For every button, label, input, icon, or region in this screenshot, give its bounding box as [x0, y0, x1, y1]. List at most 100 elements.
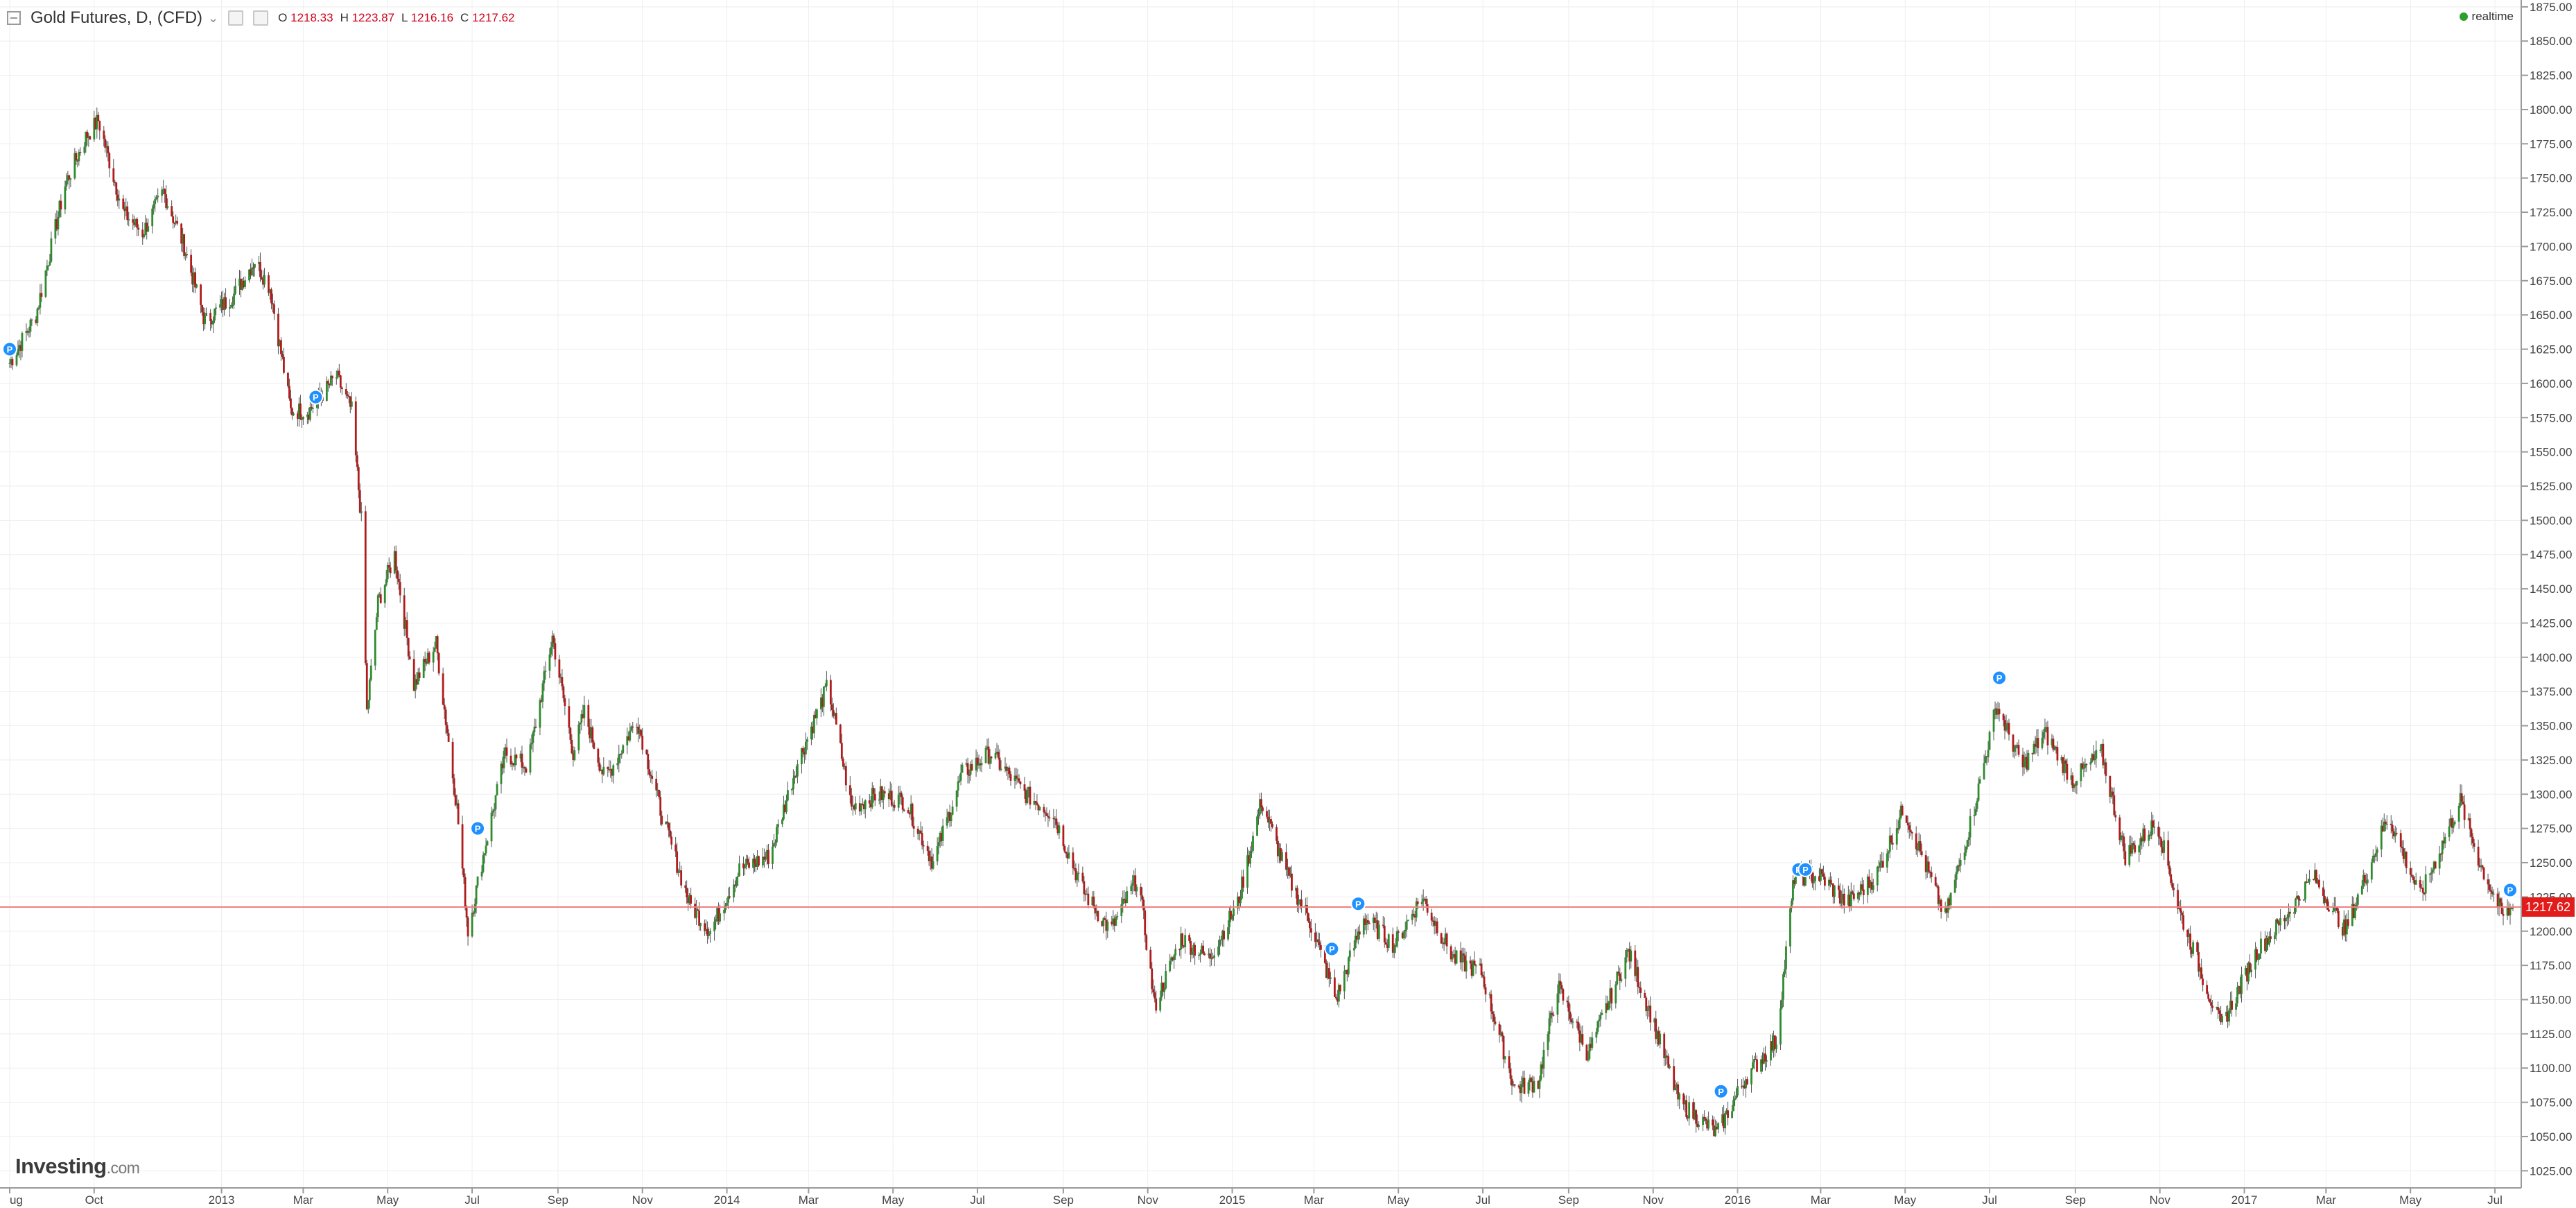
candle-down: [340, 387, 343, 390]
candle-down: [104, 139, 107, 148]
candle-down: [108, 153, 111, 169]
candle-up: [184, 254, 187, 257]
candle-down: [1440, 933, 1443, 944]
candle-up: [2304, 881, 2306, 899]
candle-down: [641, 735, 644, 750]
candle-down: [1852, 893, 1855, 899]
candle-up: [2089, 762, 2092, 765]
candle-down: [1277, 840, 1279, 856]
chevron-down-icon[interactable]: ⌄: [208, 10, 219, 25]
candle-down: [2118, 817, 2121, 840]
candle-up: [1269, 819, 1271, 823]
candle-down: [442, 673, 444, 705]
candle-down: [742, 863, 745, 869]
candle-down: [2318, 879, 2320, 888]
candle-down: [1585, 1044, 1588, 1061]
candle-down: [919, 830, 922, 833]
candle-up: [18, 345, 21, 350]
candle-down: [1123, 898, 1126, 900]
close-series-icon[interactable]: [253, 10, 269, 26]
candle-down: [1267, 816, 1269, 823]
candle-up: [254, 264, 256, 268]
candle-down: [1425, 899, 1427, 904]
candle-up: [25, 331, 28, 334]
candle-down: [55, 219, 58, 230]
settings-icon[interactable]: [228, 10, 244, 26]
candle-up: [995, 752, 998, 754]
candle-up: [1947, 898, 1949, 913]
candle-up: [1698, 1125, 1700, 1127]
y-tick-label: 1800.00: [2530, 103, 2572, 117]
candle-down: [1188, 935, 1191, 941]
candle-down: [446, 725, 449, 734]
candle-down: [1271, 823, 1273, 827]
candle-up: [1133, 875, 1135, 883]
candle-down: [1667, 1056, 1670, 1068]
candle-down: [601, 769, 604, 775]
candle-up: [1372, 917, 1375, 924]
candle-up: [1591, 1037, 1594, 1048]
candle-down: [1861, 884, 1863, 890]
candle-down: [2198, 951, 2200, 972]
candle-up: [733, 884, 735, 898]
candle-down: [2395, 832, 2398, 834]
candle-down: [1484, 987, 1487, 994]
candle-up: [1752, 1062, 1754, 1069]
candle-up: [1184, 935, 1187, 947]
candle-up: [2042, 732, 2045, 738]
candle-down: [172, 216, 175, 223]
candle-down: [40, 293, 43, 297]
candle-up: [532, 732, 534, 743]
candle-up: [2045, 727, 2048, 728]
candle-up: [889, 791, 891, 800]
candle-down: [607, 766, 609, 770]
candle-down: [461, 824, 464, 869]
candle-down: [1713, 1125, 1716, 1137]
candle-down: [115, 182, 118, 195]
candle-down: [1412, 913, 1415, 916]
y-tick-label: 1050.00: [2530, 1130, 2572, 1144]
candle-down: [2277, 919, 2279, 922]
candle-down: [2299, 899, 2301, 901]
collapse-icon[interactable]: [7, 11, 21, 25]
candle-down: [1567, 1002, 1570, 1012]
candle-up: [1616, 972, 1619, 985]
candle-up: [367, 700, 369, 709]
candle-up: [1395, 931, 1398, 947]
candle-up: [980, 763, 983, 766]
candle-down: [2341, 926, 2344, 936]
candle-down: [525, 768, 528, 773]
candle-up: [1653, 1018, 1656, 1023]
candle-up: [503, 750, 505, 768]
candle-down: [976, 757, 979, 766]
x-tick-label: May: [882, 1193, 905, 1207]
candle-up: [2033, 743, 2035, 754]
candle-up: [125, 206, 128, 212]
candle-up: [494, 795, 497, 810]
candle-down: [346, 394, 349, 396]
candle-up: [2355, 904, 2358, 907]
candle-down: [1498, 1024, 1501, 1035]
candle-up: [1795, 877, 1797, 884]
x-tick-label: Mar: [2316, 1193, 2337, 1207]
candle-up: [1362, 918, 1365, 935]
candle-down: [650, 775, 652, 776]
candle-up: [1833, 885, 1836, 897]
candle-up: [530, 743, 533, 745]
event-marker-label: P: [313, 392, 319, 403]
candle-up: [1599, 1015, 1602, 1019]
candle-up: [1966, 840, 1969, 847]
candle-down: [114, 182, 116, 183]
candle-up: [195, 284, 198, 288]
candle-down: [926, 845, 929, 851]
event-marker-label: P: [1355, 899, 1361, 909]
chart-title[interactable]: Gold Futures, D, (CFD): [31, 8, 203, 27]
candle-down: [327, 381, 329, 384]
candle-up: [766, 849, 768, 858]
candle-down: [675, 844, 677, 852]
candle-down: [2160, 838, 2163, 847]
candle-up: [1725, 1110, 1728, 1114]
candle-down: [250, 269, 252, 276]
candle-up: [1102, 918, 1105, 926]
